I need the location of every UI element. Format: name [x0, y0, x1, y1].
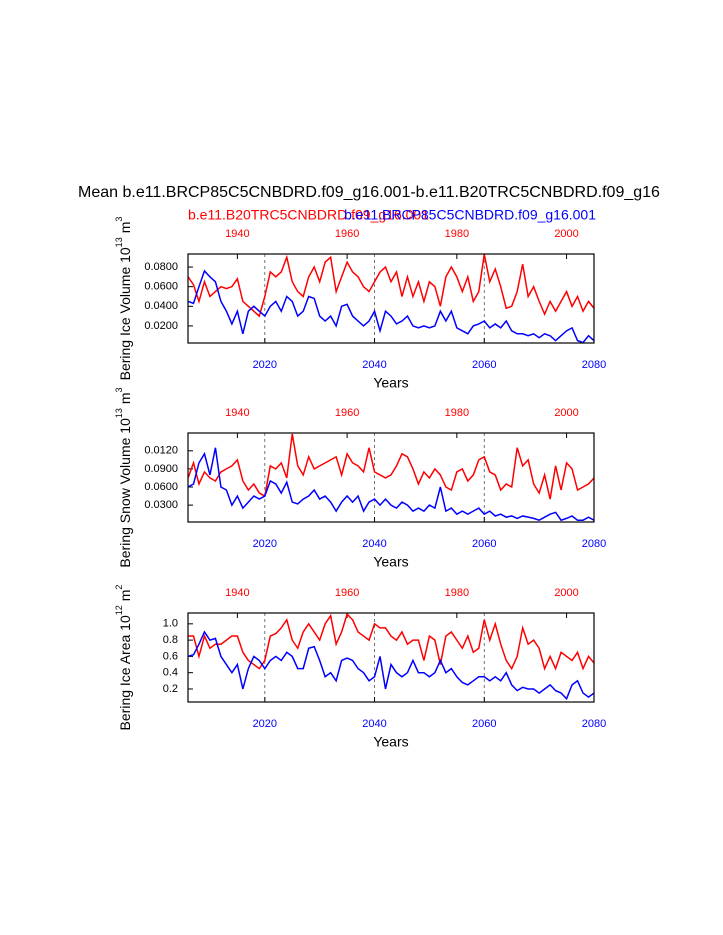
- series-line: [188, 254, 594, 318]
- y-tick-label: 0.0600: [144, 481, 178, 493]
- x2-tick-label: 1980: [445, 587, 469, 599]
- plot-frame: [187, 612, 595, 703]
- y-axis-label-unit-exp: 2: [114, 585, 124, 590]
- x2-tick-label: 2000: [554, 407, 578, 419]
- x-tick-label: 2020: [253, 538, 277, 550]
- y-axis-label-unit: m: [117, 392, 133, 404]
- x-tick-label: 2060: [472, 359, 496, 371]
- y-tick-label: 0.2: [163, 683, 178, 695]
- y-axis-label-unit-exp: 3: [114, 387, 124, 392]
- x2-tick-label: 1940: [225, 587, 249, 599]
- y-tick-label: 0.4: [163, 667, 178, 679]
- plot-frame: [187, 253, 595, 344]
- x2-tick-label: 1980: [445, 407, 469, 419]
- y-axis-label-text: Bering Ice Area 10: [117, 615, 133, 730]
- y-axis-label-unit: m: [117, 590, 133, 602]
- x-axis-label: Years: [373, 554, 408, 570]
- x2-tick-label: 1960: [335, 407, 359, 419]
- y-axis-label-exp: 12: [114, 605, 124, 615]
- y-tick-label: 0.0300: [144, 499, 178, 511]
- x-tick-label: 2080: [582, 359, 606, 371]
- x-tick-label: 2060: [472, 538, 496, 550]
- y-axis-label: Bering Ice Volume 1013 m3: [114, 217, 132, 381]
- y-tick-label: 0.0900: [144, 463, 178, 475]
- y-tick-label: 0.8: [163, 634, 178, 646]
- x-tick-label: 2040: [362, 538, 386, 550]
- x-tick-label: 2080: [582, 718, 606, 730]
- x2-tick-label: 2000: [554, 228, 578, 240]
- x2-tick-label: 1960: [335, 228, 359, 240]
- x-tick-label: 2020: [253, 359, 277, 371]
- y-axis-label-exp: 13: [114, 237, 124, 247]
- x-axis-label: Years: [373, 734, 408, 750]
- y-tick-label: 0.0600: [144, 281, 178, 293]
- series-line: [188, 433, 594, 500]
- y-axis-label-unit: m: [117, 222, 133, 234]
- y-axis-label-unit-exp: 3: [114, 217, 124, 222]
- x-tick-label: 2020: [253, 718, 277, 730]
- y-tick-label: 0.0400: [144, 300, 178, 312]
- x2-tick-label: 1960: [335, 587, 359, 599]
- x-axis-label: Years: [373, 375, 408, 391]
- chart-title: Mean b.e11.BRCP85C5CNBDRD.f09_g16.001-b.…: [78, 184, 660, 201]
- x-tick-label: 2080: [582, 538, 606, 550]
- y-tick-label: 0.6: [163, 650, 178, 662]
- y-axis-label-text: Bering Snow Volume 10: [117, 418, 133, 568]
- legend-entry: b.e11.B20TRC5CNBDRD.f09_g16.001: [188, 207, 429, 223]
- y-tick-label: 1.0: [163, 618, 178, 630]
- x-tick-label: 2040: [362, 359, 386, 371]
- y-tick-label: 0.0800: [144, 261, 178, 273]
- x2-tick-label: 2000: [554, 587, 578, 599]
- y-tick-label: 0.0120: [144, 445, 178, 457]
- x-tick-label: 2040: [362, 718, 386, 730]
- x-tick-label: 2060: [472, 718, 496, 730]
- x2-tick-label: 1980: [445, 228, 469, 240]
- x2-tick-label: 1940: [225, 228, 249, 240]
- x2-tick-label: 1940: [225, 407, 249, 419]
- y-axis-label: Bering Snow Volume 1013 m3: [114, 387, 132, 567]
- y-tick-label: 0.0200: [144, 320, 178, 332]
- series-line: [188, 447, 594, 522]
- plot-frame: [187, 432, 595, 523]
- series-line: [188, 269, 594, 343]
- y-axis-label-text: Bering Ice Volume 10: [117, 247, 133, 380]
- legend-entry: b.e11.BRCP85C5CNBDRD.f09_g16.001: [344, 207, 596, 223]
- series-line: [188, 630, 594, 701]
- y-axis-label: Bering Ice Area 1012 m2: [114, 585, 132, 731]
- series-line: [188, 613, 594, 671]
- y-axis-label-exp: 13: [114, 408, 124, 418]
